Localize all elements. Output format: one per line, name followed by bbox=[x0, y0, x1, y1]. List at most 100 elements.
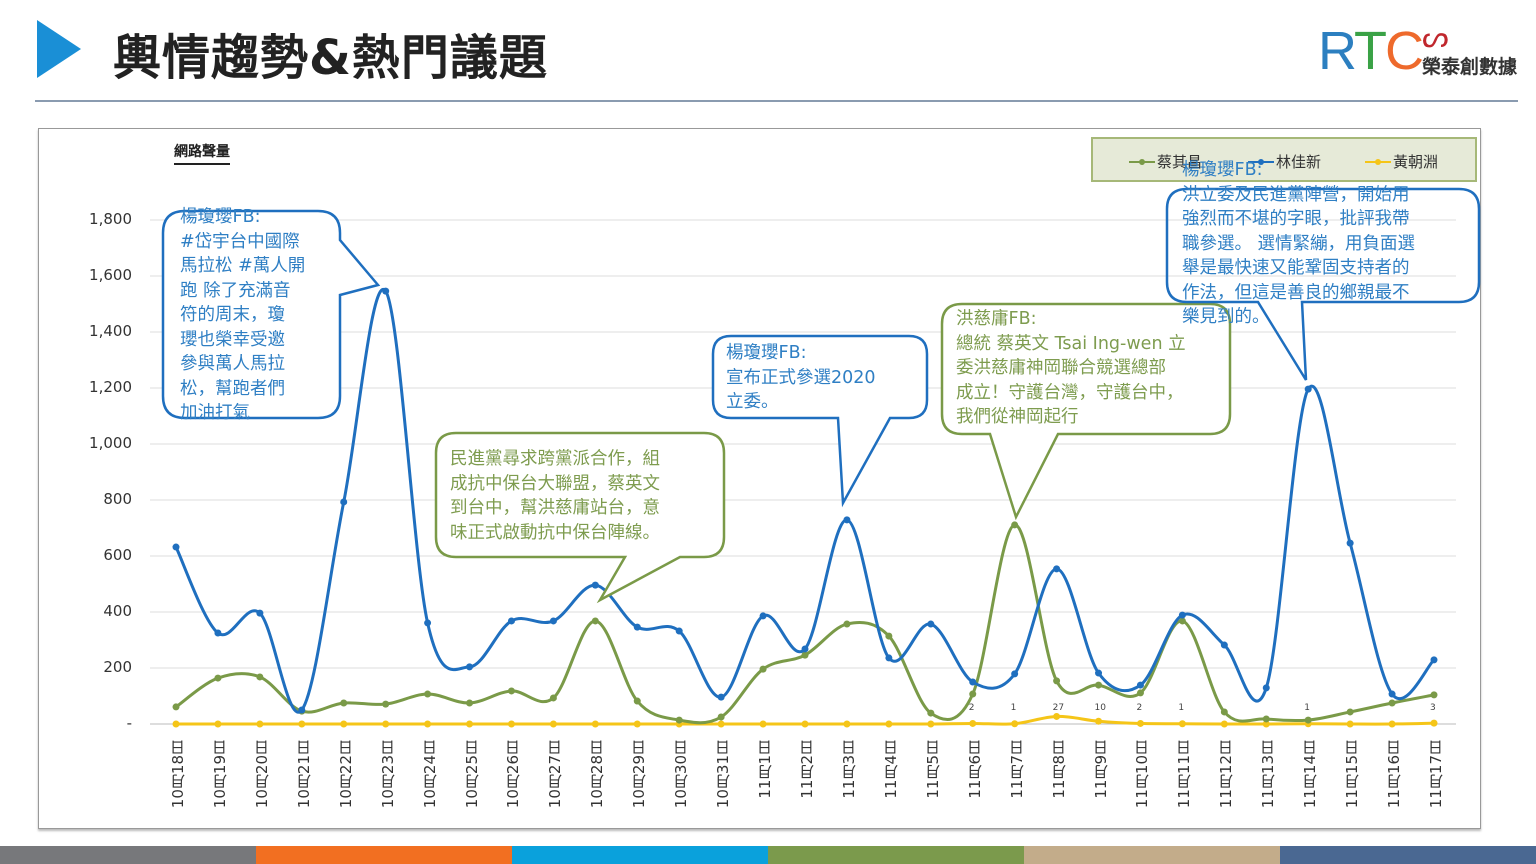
x-tick-label: 10月26日 bbox=[504, 740, 523, 809]
data-point bbox=[256, 720, 264, 728]
data-point bbox=[1388, 690, 1396, 698]
data-point bbox=[1178, 611, 1186, 619]
legend-marker-icon bbox=[1248, 158, 1274, 165]
footer-color-segment bbox=[1280, 846, 1536, 864]
callout-line: 立委。 bbox=[726, 392, 779, 412]
data-label: 1 bbox=[1010, 703, 1017, 713]
footer-color-segment bbox=[512, 846, 768, 864]
legend-label: 黃朝淵 bbox=[1393, 153, 1439, 171]
data-point bbox=[675, 716, 683, 724]
callout-text-2: 民進黨尋求跨黨派合作，組 成抗中保台大聯盟，蔡英文 到台中，幫洪慈庸站台，意 味正式啟… bbox=[450, 447, 660, 545]
x-tick-label: 10月24日 bbox=[420, 740, 439, 809]
footer-color-segment bbox=[768, 846, 1024, 864]
data-point bbox=[1053, 677, 1061, 685]
data-point bbox=[843, 516, 851, 524]
x-tick-label: 11月10日 bbox=[1133, 740, 1152, 809]
x-tick-label: 10月20日 bbox=[252, 740, 271, 809]
x-tick-label: 11月16日 bbox=[1385, 740, 1404, 809]
y-tick-label: 1,400 bbox=[89, 322, 132, 340]
data-point bbox=[1178, 720, 1186, 728]
data-point bbox=[1095, 717, 1103, 725]
x-tick-label: 11月8日 bbox=[1049, 740, 1068, 799]
callout-text-1: 楊瓊瓔FB: #岱宇台中國際 馬拉松 #萬人開跑 除了充滿音 符的周末，瓊 瓔也榮幸受邀… bbox=[180, 205, 305, 426]
logo-mark: RTCᔕ bbox=[1318, 21, 1449, 81]
data-point bbox=[1430, 719, 1438, 727]
data-point bbox=[633, 697, 641, 705]
data-point bbox=[1136, 689, 1144, 697]
data-point bbox=[1346, 720, 1354, 728]
data-point bbox=[340, 720, 348, 728]
callout-line: 味正式啟動抗中保台陣線。 bbox=[450, 522, 660, 543]
data-point bbox=[1304, 385, 1312, 393]
callout-line: 強烈而不堪的字眼，批評我帶 bbox=[1182, 209, 1410, 229]
callout-bubble-1 bbox=[161, 209, 381, 420]
callout-line: 樂見到的。 bbox=[1182, 307, 1270, 327]
page-title: 輿情趨勢&熱門議題 bbox=[113, 30, 548, 86]
legend-item-huang: 黃朝淵 bbox=[1365, 151, 1438, 172]
data-point bbox=[1136, 681, 1144, 689]
data-point bbox=[591, 581, 599, 589]
callout-line: 職參選。 選情緊繃，用負面選 bbox=[1182, 233, 1416, 254]
data-point bbox=[1430, 691, 1438, 699]
data-point bbox=[633, 720, 641, 728]
legend-item-lin: 林佳新 bbox=[1248, 151, 1321, 172]
x-tick-label: 11月17日 bbox=[1427, 740, 1445, 809]
x-tick-label: 11月11日 bbox=[1175, 740, 1194, 809]
data-point bbox=[1011, 720, 1019, 728]
callout-line: 成立！守護台灣，守護台中， bbox=[956, 382, 1184, 403]
callout-line: 我們從神岡起行 bbox=[956, 407, 1079, 427]
data-point bbox=[927, 620, 935, 628]
data-point bbox=[801, 720, 809, 728]
x-tick-label: 10月28日 bbox=[588, 740, 607, 809]
x-tick-label: 11月15日 bbox=[1343, 740, 1362, 809]
x-tick-label: 11月5日 bbox=[923, 740, 942, 799]
data-point bbox=[1388, 699, 1396, 707]
data-point bbox=[1136, 719, 1144, 727]
x-tick-label: 11月7日 bbox=[1007, 740, 1026, 799]
data-point bbox=[424, 720, 432, 728]
data-point bbox=[466, 720, 474, 728]
callout-line: 符的周末，瓊 bbox=[180, 305, 285, 325]
data-label: 2 bbox=[1136, 703, 1143, 713]
data-point bbox=[1430, 656, 1438, 664]
x-tick-label: 11月9日 bbox=[1091, 740, 1110, 799]
callout-line: 楊瓊瓔FB: bbox=[1182, 160, 1263, 180]
chart-title: 網路聲量 bbox=[174, 141, 230, 165]
data-point bbox=[424, 619, 432, 627]
callout-line: 松，幫跑者們 bbox=[180, 378, 285, 399]
callout-line: 加油打氣 bbox=[180, 403, 250, 423]
data-point bbox=[717, 720, 725, 728]
x-tick-label: 10月19日 bbox=[210, 740, 229, 809]
data-point bbox=[1220, 720, 1228, 728]
data-point bbox=[969, 719, 977, 727]
data-point bbox=[172, 703, 180, 711]
data-point bbox=[172, 720, 180, 728]
x-tick-label: 11月13日 bbox=[1259, 740, 1278, 809]
data-point bbox=[1178, 617, 1186, 625]
callout-line: 瓔也榮幸受邀 bbox=[180, 329, 285, 350]
data-point bbox=[214, 629, 222, 637]
data-label: 10 bbox=[1094, 703, 1106, 713]
legend-label: 林佳新 bbox=[1276, 153, 1322, 171]
legend-item-tsai: 蔡其昌 bbox=[1129, 151, 1202, 172]
callout-text-4: 洪慈庸FB: 總統 蔡英文 Tsai Ing-wen 立委洪慈庸神岡聯合競選總部成… bbox=[956, 307, 1186, 430]
x-tick-label: 11月4日 bbox=[881, 740, 900, 799]
data-point bbox=[1053, 712, 1061, 720]
callout-line: 成抗中保台大聯盟，蔡英文 bbox=[450, 473, 660, 494]
data-point bbox=[1095, 669, 1103, 677]
data-point bbox=[382, 287, 390, 295]
data-point bbox=[717, 693, 725, 701]
x-tick-label: 10月30日 bbox=[672, 740, 691, 809]
data-point bbox=[1346, 708, 1354, 716]
data-point bbox=[424, 690, 432, 698]
data-label: 1 bbox=[1178, 703, 1185, 713]
x-tick-label: 11月14日 bbox=[1301, 740, 1320, 809]
callout-line: 民進黨尋求跨黨派合作，組 bbox=[450, 449, 660, 469]
company-logo: RTCᔕ 榮泰創數據 bbox=[1318, 14, 1528, 84]
callout-line: 洪慈庸FB: bbox=[956, 309, 1037, 329]
callout-line: 洪立委及民進黨陣營，開始用 bbox=[1182, 184, 1410, 205]
data-point bbox=[549, 694, 557, 702]
data-point bbox=[256, 673, 264, 681]
data-point bbox=[172, 543, 180, 551]
data-point bbox=[1262, 684, 1270, 692]
